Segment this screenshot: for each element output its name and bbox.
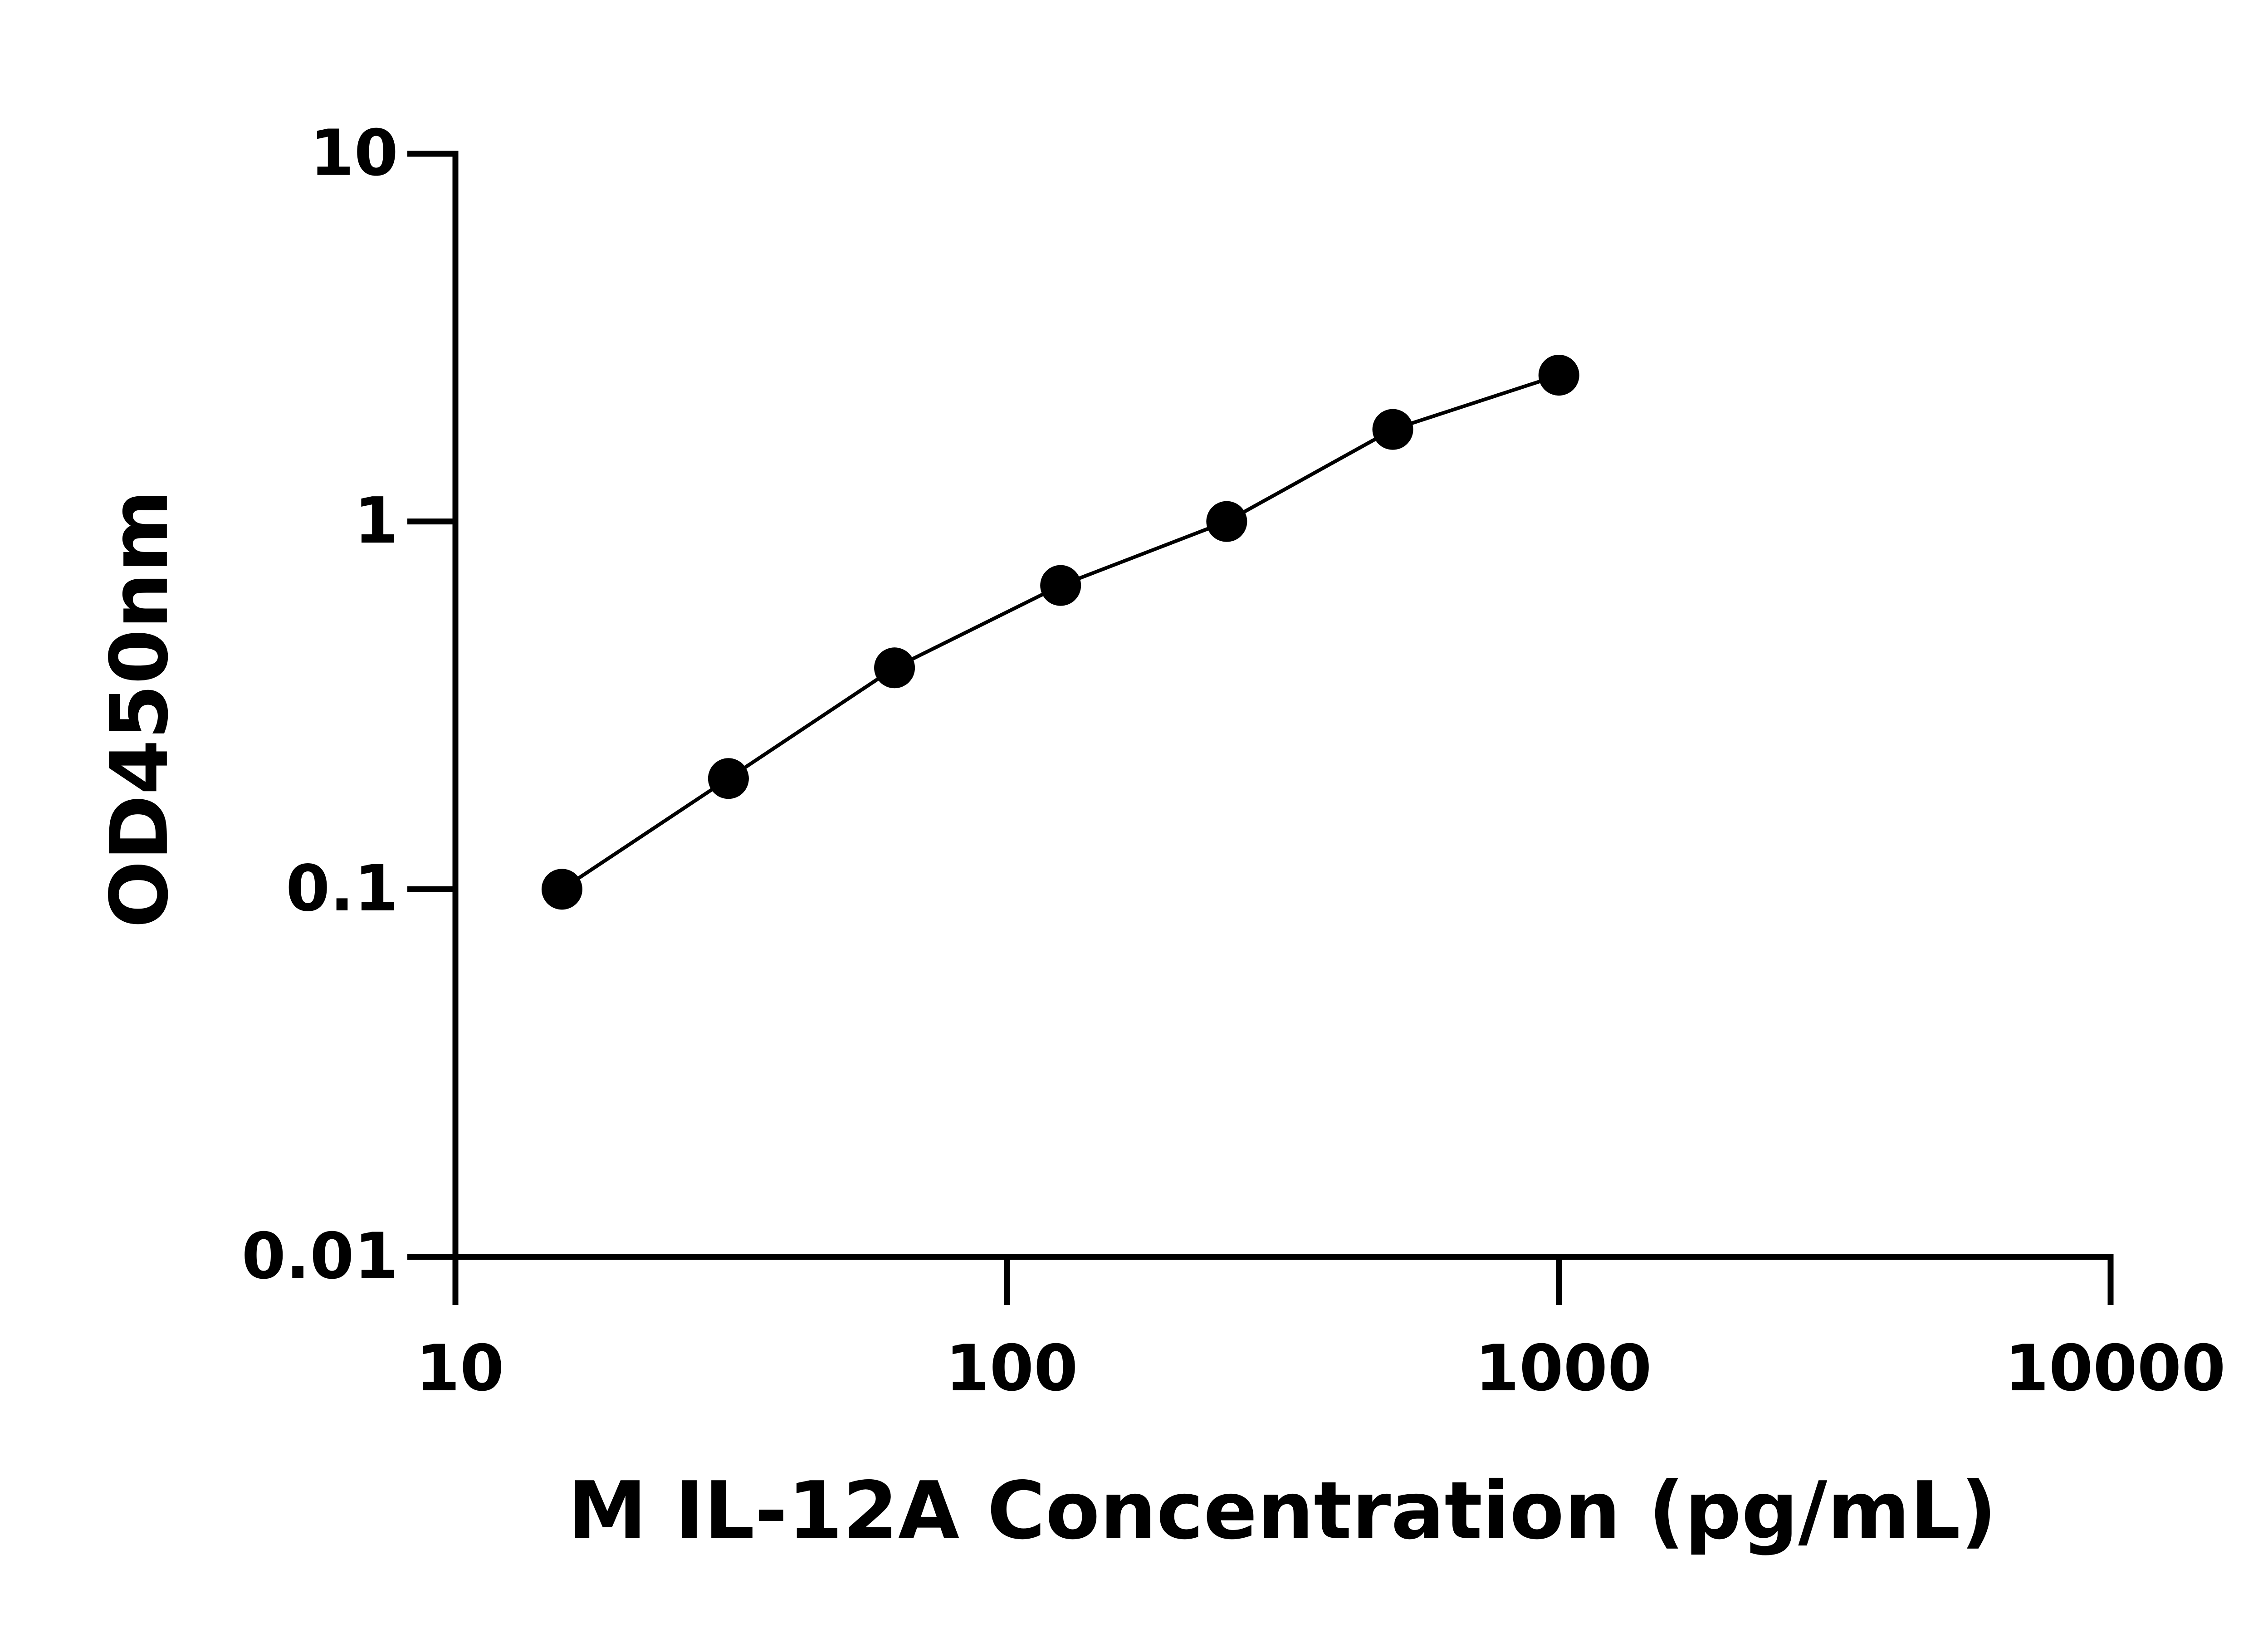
data-point: [1538, 355, 1579, 396]
y-tick-label: 0.01: [242, 1220, 398, 1294]
data-point: [1040, 565, 1081, 606]
x-tick-label: 10: [416, 1332, 504, 1406]
y-tick-label: 1: [354, 484, 398, 558]
data-point: [874, 647, 915, 689]
data-point: [708, 758, 749, 799]
data-point: [1206, 501, 1247, 542]
y-axis-title: OD450nm: [94, 490, 186, 928]
data-point: [541, 869, 582, 910]
x-axis-title: M IL-12A Concentration (pg/mL): [568, 1465, 1997, 1557]
data-point: [1372, 409, 1413, 450]
x-tick-label: 100: [945, 1332, 1078, 1406]
y-tick-label: 0.1: [286, 852, 398, 926]
x-tick-label: 10000: [2004, 1332, 2225, 1406]
x-tick-label: 1000: [1475, 1332, 1652, 1406]
y-tick-label: 10: [310, 117, 398, 191]
fit-line: [561, 373, 1559, 891]
